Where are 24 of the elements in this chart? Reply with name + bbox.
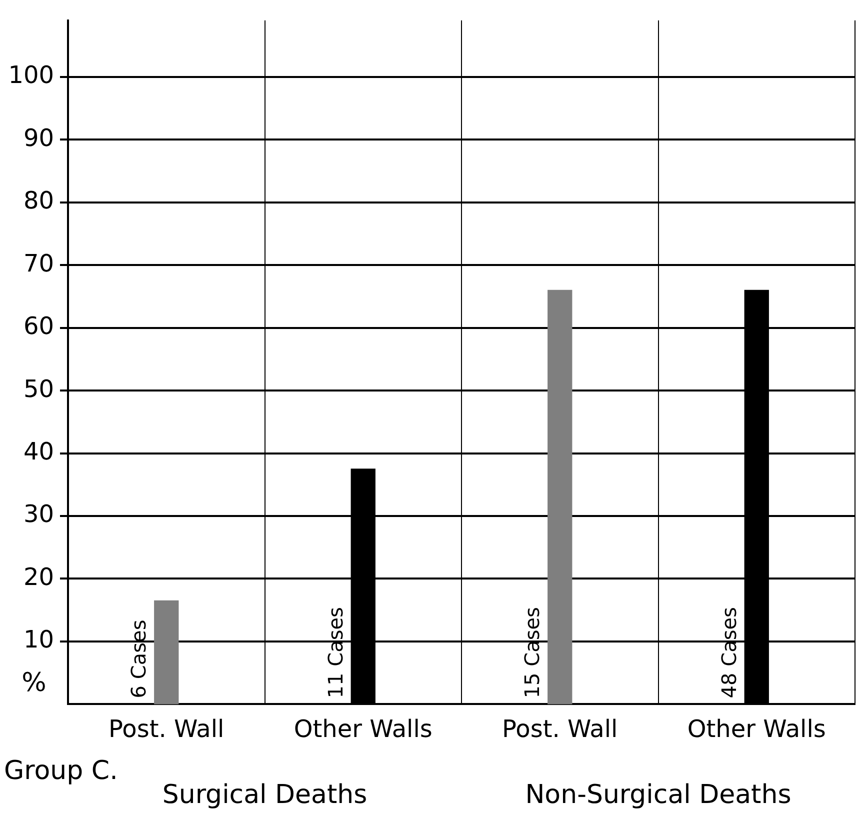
y-tick-label: 20 [23,562,54,591]
x-tick-label: Post. Wall [108,714,224,743]
bar [548,290,572,704]
x-tick-label: Other Walls [687,714,826,743]
y-tick-label: 80 [23,186,54,215]
annotation: 15 Cases [520,607,544,698]
y-tick-label: 40 [23,438,54,466]
text: Non-Surgical Deaths [525,780,792,810]
y-tick-label: 60 [23,312,54,340]
y-tick-label: 50 [23,374,54,403]
x-tick-label: Post. Wall [502,714,618,743]
y-tick-label: 30 [23,500,54,528]
text: Surgical Deaths [162,780,368,810]
y-axis-title: % [22,668,46,698]
annotation: 48 Cases [716,607,741,698]
text: Group C. [4,756,118,786]
y-tick-label: 90 [23,124,54,152]
y-tick-label: 100 [8,61,54,90]
bar [154,600,179,704]
y-tick-label: 10 [23,626,54,654]
annotation: 11 Cases [323,607,348,698]
annotation: 6 Cases [126,620,151,698]
y-tick-label: 70 [23,249,54,278]
x-tick-label: Other Walls [294,714,432,743]
